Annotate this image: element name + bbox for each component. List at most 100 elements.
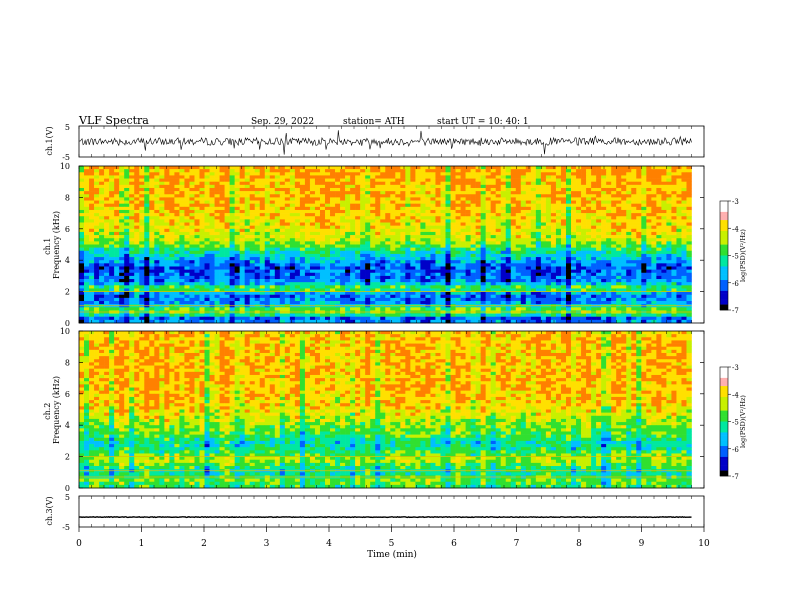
spectrogram-cell bbox=[269, 275, 276, 280]
spectrogram-cell bbox=[104, 169, 110, 173]
spectrogram-cell bbox=[576, 231, 582, 236]
spectrogram-cell bbox=[415, 225, 421, 230]
spectrogram-cell bbox=[139, 197, 145, 201]
spectrogram-cell bbox=[405, 275, 411, 280]
spectrogram-cell bbox=[485, 238, 491, 242]
spectrogram-cell bbox=[475, 178, 481, 182]
spectrogram-cell bbox=[254, 247, 261, 252]
spectrogram-cell bbox=[550, 272, 557, 277]
spectrogram-cell bbox=[550, 178, 557, 182]
spectrogram-cell bbox=[465, 241, 471, 245]
spectrogram-cell bbox=[139, 222, 145, 226]
spectrogram-cell bbox=[596, 247, 602, 252]
spectrogram-cell bbox=[596, 282, 602, 286]
spectrogram-cell bbox=[671, 235, 677, 239]
spectrogram-cell bbox=[571, 228, 577, 233]
spectrogram-cell bbox=[219, 175, 225, 179]
spectrogram-cell bbox=[199, 187, 205, 192]
spectrogram-cell bbox=[284, 225, 291, 230]
spectrogram-cell bbox=[89, 228, 95, 233]
spectrogram-cell bbox=[661, 275, 667, 280]
spectrogram-cell bbox=[686, 275, 692, 280]
spectrogram-cell bbox=[94, 222, 100, 226]
spectrogram-cell bbox=[144, 291, 150, 296]
spectrogram-cell bbox=[535, 241, 542, 245]
spectrogram-cell bbox=[244, 272, 250, 277]
spectrogram-cell bbox=[586, 263, 592, 267]
spectrogram-cell bbox=[109, 191, 115, 195]
spectrogram-cell bbox=[335, 219, 341, 223]
spectrogram-cell bbox=[681, 206, 687, 211]
spectrogram-cell bbox=[325, 172, 331, 176]
spectrogram-cell bbox=[500, 250, 507, 255]
spectrogram-cell bbox=[259, 216, 266, 220]
spectrogram-cell bbox=[89, 197, 95, 201]
spectrogram-cell bbox=[616, 219, 622, 223]
spectrogram-cell bbox=[415, 184, 421, 189]
spectrogram-cell bbox=[330, 216, 336, 220]
spectrogram-cell bbox=[370, 169, 376, 173]
spectrogram-cell bbox=[611, 181, 617, 186]
spectrogram-cell bbox=[460, 166, 466, 170]
spectrogram-cell bbox=[219, 200, 225, 204]
spectrogram-cell bbox=[109, 257, 115, 261]
spectrogram-cell bbox=[565, 209, 572, 214]
spectrogram-cell bbox=[214, 253, 220, 258]
spectrogram-cell bbox=[555, 225, 562, 230]
spectrogram-cell bbox=[596, 275, 602, 280]
spectrogram-cell bbox=[149, 269, 155, 274]
spectrogram-cell bbox=[540, 272, 547, 277]
spectrogram-cell bbox=[495, 282, 502, 286]
spectrogram-cell bbox=[435, 166, 441, 170]
spectrogram-cell bbox=[565, 257, 572, 261]
spectrogram-cell bbox=[651, 225, 657, 230]
spectrogram-cell bbox=[686, 191, 692, 195]
spectrogram-cell bbox=[420, 219, 426, 223]
spectrogram-cell bbox=[154, 288, 160, 292]
spectrogram-cell bbox=[79, 231, 85, 236]
spectrogram-cell bbox=[104, 172, 110, 176]
spectrogram-cell bbox=[581, 269, 587, 274]
spectrogram-cell bbox=[204, 181, 210, 186]
spectrogram-cell bbox=[420, 228, 426, 233]
spectrogram-cell bbox=[179, 175, 185, 179]
spectrogram-cell bbox=[134, 253, 140, 258]
spectrogram-cell bbox=[209, 178, 215, 182]
spectrogram-cell bbox=[385, 291, 391, 296]
spectrogram-cell bbox=[390, 231, 396, 236]
spectrogram-cell bbox=[109, 206, 115, 211]
spectrogram-cell bbox=[415, 213, 421, 217]
spectrogram-cell bbox=[676, 225, 682, 230]
spectrogram-cell bbox=[405, 194, 411, 198]
spectrogram-cell bbox=[400, 178, 406, 182]
spectrogram-cell bbox=[119, 203, 125, 208]
spectrogram-cell bbox=[686, 260, 692, 264]
spectrogram-cell bbox=[104, 200, 110, 204]
spectrogram-cell bbox=[294, 213, 301, 217]
spectrogram-cell bbox=[345, 272, 351, 277]
spectrogram-cell bbox=[666, 178, 672, 182]
spectrogram-cell bbox=[520, 209, 527, 214]
spectrogram-cell bbox=[425, 231, 431, 236]
spectrogram-cell bbox=[545, 187, 552, 192]
spectrogram-cell bbox=[314, 272, 321, 277]
spectrogram-cell bbox=[314, 288, 321, 292]
spectrogram-cell bbox=[576, 166, 582, 170]
spectrogram-cell bbox=[79, 260, 85, 264]
spectrogram-cell bbox=[671, 166, 677, 170]
spectrogram-cell bbox=[199, 272, 205, 277]
spectrogram-cell bbox=[626, 187, 632, 192]
spectrogram-cell bbox=[325, 231, 331, 236]
spectrogram-cell bbox=[330, 282, 336, 286]
spectrogram-cell bbox=[390, 275, 396, 280]
spectrogram-cell bbox=[119, 209, 125, 214]
spectrogram-cell bbox=[455, 178, 461, 182]
spectrogram-cell bbox=[631, 172, 637, 176]
spectrogram-cell bbox=[259, 275, 266, 280]
spectrogram-cell bbox=[104, 260, 110, 264]
spectrogram-cell bbox=[189, 225, 195, 230]
spectrogram-cell bbox=[174, 257, 180, 261]
spectrogram-cell bbox=[515, 231, 522, 236]
spectrogram-cell bbox=[234, 225, 240, 230]
spectrogram-cell bbox=[340, 247, 346, 252]
